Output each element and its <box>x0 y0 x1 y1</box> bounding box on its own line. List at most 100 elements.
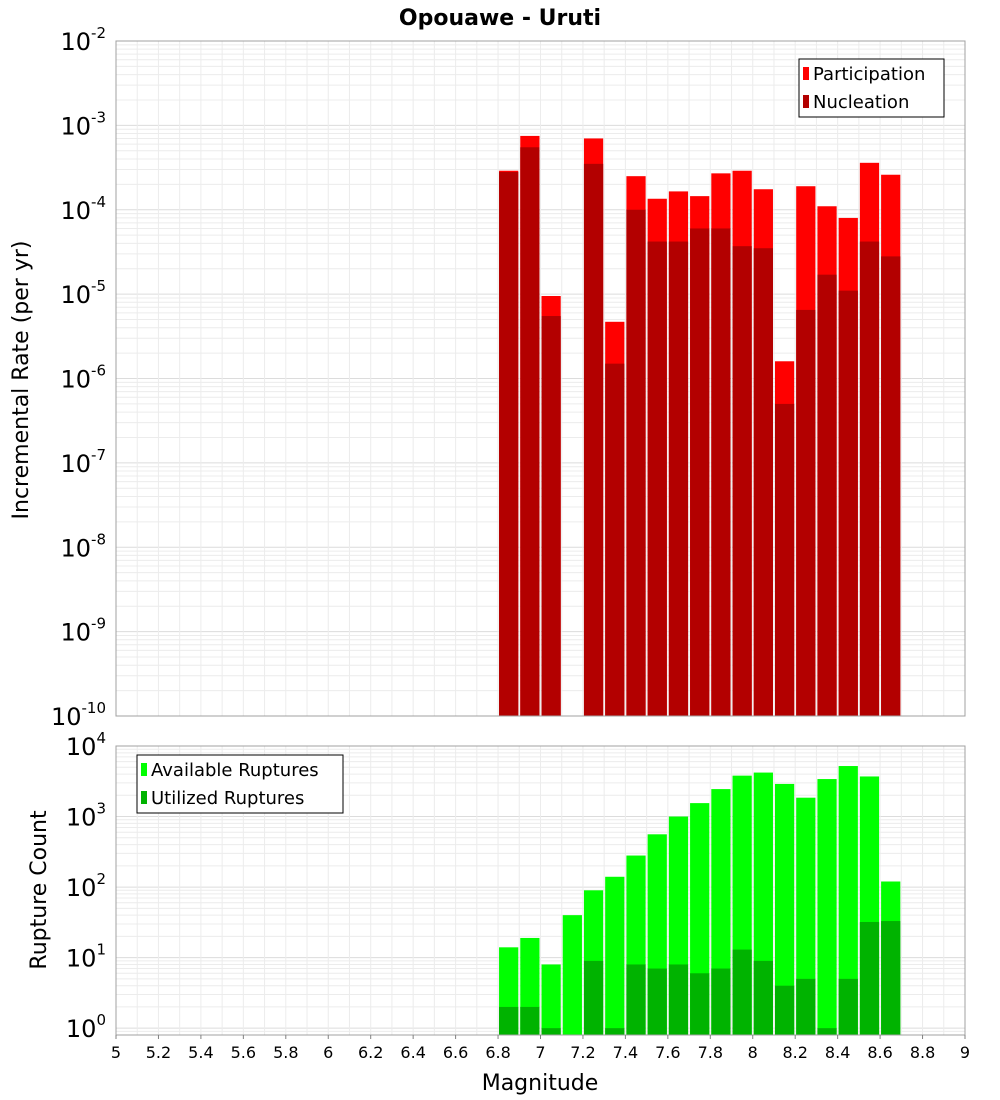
bar <box>520 147 540 717</box>
x-axis-label: Magnitude <box>482 1071 599 1096</box>
x-tick-label: 6.6 <box>443 1043 468 1062</box>
bar <box>732 949 752 1035</box>
y-tick-label: 10-6 <box>60 362 106 394</box>
bar <box>668 964 689 1035</box>
x-tick-label: 5 <box>111 1043 121 1062</box>
legend-label: Available Ruptures <box>151 760 319 781</box>
x-tick-label: 6.2 <box>358 1043 383 1062</box>
x-tick-label: 8 <box>748 1043 758 1062</box>
bar <box>690 973 710 1035</box>
legend-swatch <box>803 95 809 108</box>
gridlines <box>115 40 966 717</box>
x-tick-label: 6 <box>323 1043 333 1062</box>
bar <box>796 978 816 1035</box>
x-tick-label: 7.4 <box>613 1043 638 1062</box>
y-tick-label: 10-4 <box>60 193 106 225</box>
y-tick-label: 10-3 <box>60 108 106 140</box>
bar <box>753 960 773 1035</box>
legend-box <box>798 58 945 118</box>
bar <box>583 163 604 717</box>
y-tick-label: 10-5 <box>60 277 106 309</box>
bar <box>541 316 561 716</box>
bar <box>583 960 604 1035</box>
y-tick-label: 10-8 <box>60 530 106 562</box>
legend-swatch <box>141 763 147 776</box>
bar <box>499 172 519 716</box>
y-tick-label: 104 <box>66 729 106 761</box>
series-utilized-ruptures <box>499 921 901 1035</box>
bar <box>817 1028 837 1035</box>
x-tick-label: 9 <box>960 1043 970 1062</box>
bar <box>605 876 625 1035</box>
bar <box>881 256 901 716</box>
x-tick-label: 5.8 <box>273 1043 298 1062</box>
x-tick-label: 5.6 <box>231 1043 256 1062</box>
y-axis-label-count: Rupture Count <box>27 810 52 970</box>
y-axis-label-rate: Incremental Rate (per yr) <box>9 241 34 520</box>
x-tick-label: 7.2 <box>570 1043 595 1062</box>
legend: Available Ruptures Utilized Ruptures <box>136 754 344 814</box>
bar <box>859 241 880 717</box>
bar <box>541 1028 561 1035</box>
x-tick-label: 7.6 <box>655 1043 680 1062</box>
top-panel: 10-10 10-9 10-8 10-7 10-6 10-5 10-4 10-3 10-2 Par… <box>51 24 966 731</box>
bar <box>605 1028 625 1035</box>
bottom-panel: 100 101 102 103 104 5 5.2 5.4 5.6 5.8 6 6.2 6.4 6.6 6.… <box>66 729 970 1062</box>
series-available-ruptures <box>499 766 901 1035</box>
bar <box>626 209 646 716</box>
x-tick-label: 6.8 <box>485 1043 510 1062</box>
x-tick-label: 5.2 <box>146 1043 171 1062</box>
x-tick-label: 7.8 <box>698 1043 723 1062</box>
bar <box>859 921 880 1035</box>
y-tick-label: 10-10 <box>51 699 106 731</box>
legend-label: Utilized Ruptures <box>151 788 304 809</box>
bar <box>562 915 582 1035</box>
bar <box>732 246 752 716</box>
bar <box>796 309 816 716</box>
legend-swatch <box>803 67 809 80</box>
bar <box>817 274 837 716</box>
plot-frame <box>115 40 966 717</box>
bar <box>520 1006 540 1035</box>
bar <box>796 797 816 1035</box>
bar <box>774 985 795 1035</box>
bar <box>668 241 689 717</box>
bar <box>838 978 858 1035</box>
bar <box>753 248 773 717</box>
x-tick-label: 8.2 <box>782 1043 807 1062</box>
legend-box <box>136 754 344 814</box>
x-tick-label: 8.6 <box>867 1043 892 1062</box>
y-tick-label: 10-2 <box>60 24 106 56</box>
y-tick-label: 101 <box>66 941 106 973</box>
y-tick-label: 100 <box>66 1011 106 1043</box>
series-nucleation <box>499 147 901 717</box>
bar <box>647 241 667 717</box>
bar <box>881 921 901 1035</box>
legend: Participation Nucleation <box>798 58 945 118</box>
x-tick-label: 8.8 <box>910 1043 935 1062</box>
bar <box>711 968 731 1035</box>
legend-swatch <box>141 791 147 804</box>
bar <box>774 783 795 1035</box>
bar <box>541 964 561 1035</box>
bar <box>711 228 731 716</box>
bar <box>626 964 646 1035</box>
bar <box>647 968 667 1035</box>
y-tick-label: 10-7 <box>60 446 106 478</box>
x-tick-label: 7 <box>535 1043 545 1062</box>
bar <box>838 766 858 1035</box>
y-tick-label: 103 <box>66 800 106 832</box>
bar <box>690 228 710 716</box>
legend-label: Participation <box>813 64 925 85</box>
x-tick-label: 5.4 <box>188 1043 213 1062</box>
x-tick-label: 8.4 <box>825 1043 850 1062</box>
bar <box>605 363 625 716</box>
bar <box>838 290 858 716</box>
bar <box>774 403 795 716</box>
chart-title: Opouawe - Uruti <box>399 6 601 31</box>
bar <box>499 1006 519 1035</box>
bar <box>817 779 837 1035</box>
x-tick-label: 6.4 <box>400 1043 425 1062</box>
y-tick-label: 102 <box>66 870 106 902</box>
